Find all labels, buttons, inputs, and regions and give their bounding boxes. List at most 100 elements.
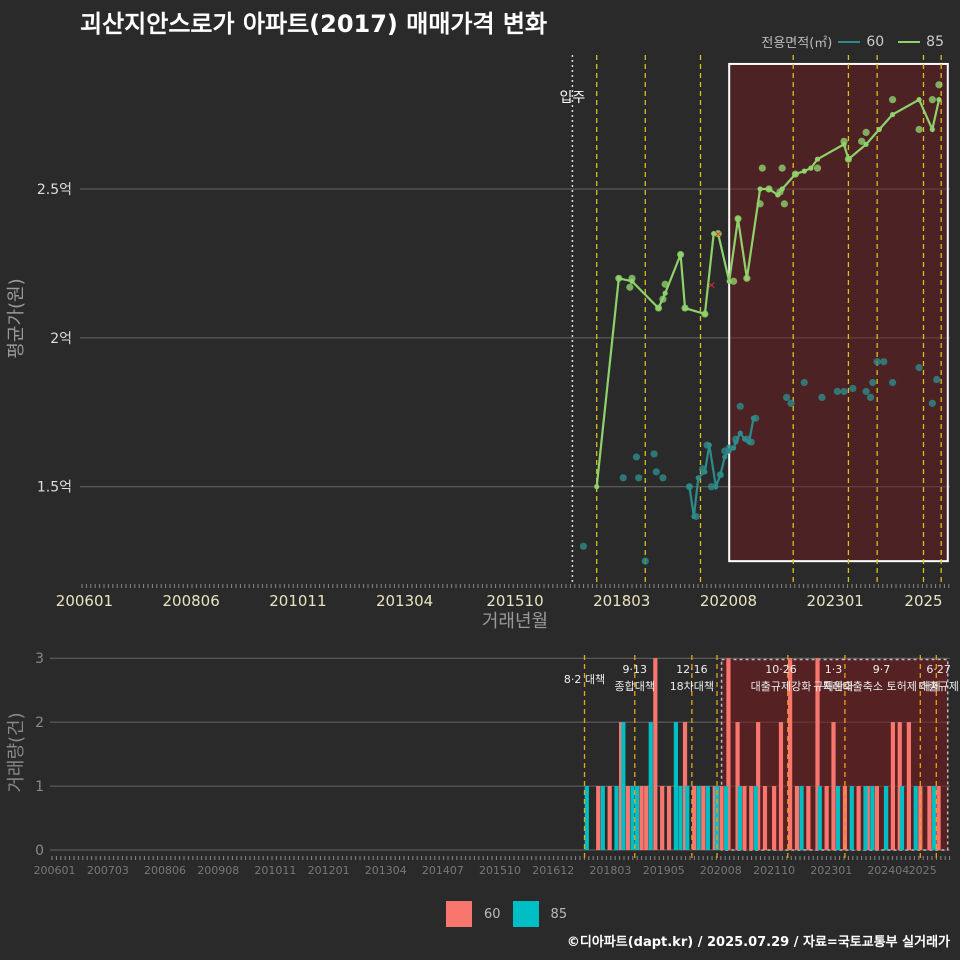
price-x-tick-label: 200806 — [163, 592, 220, 610]
price-point-60 — [707, 483, 716, 491]
price-point-60 — [873, 358, 881, 366]
price-line-marker-85 — [929, 126, 935, 133]
price-line-marker-85 — [766, 186, 772, 192]
price-point-60 — [880, 358, 888, 366]
price-outlier-mark: × — [707, 278, 716, 291]
price-line-marker-85 — [845, 156, 852, 162]
price-x-tick-label: 2025 — [904, 592, 942, 610]
volume-bar-60 — [778, 722, 784, 850]
policy-label: 규제완화 — [813, 680, 853, 693]
price-line-marker-85 — [744, 275, 750, 281]
price-line-marker-85 — [876, 126, 882, 133]
volume-x-tick-label: 200703 — [87, 864, 129, 877]
volume-bar-85 — [724, 786, 729, 850]
volume-bar-60 — [712, 786, 717, 850]
price-line-marker-85 — [814, 156, 821, 162]
price-y-tick-label: 1.5억 — [37, 480, 72, 496]
legend-bottom-label-60: 60 — [484, 906, 501, 922]
volume-bar-60 — [788, 658, 793, 850]
volume-x-tick-label: 201407 — [422, 864, 464, 877]
price-point-60 — [869, 378, 877, 387]
price-point-60 — [736, 402, 744, 410]
volume-x-tick-label: 201803 — [589, 864, 631, 877]
volume-bar-85 — [835, 786, 841, 850]
volume-bar-60 — [815, 658, 820, 850]
volume-bar-60 — [653, 658, 658, 850]
price-line-marker-85 — [735, 216, 741, 222]
price-line-marker-85 — [702, 311, 708, 317]
price-line-marker-85 — [715, 231, 721, 237]
price-line-marker-60 — [746, 439, 752, 445]
volume-x-tick-label: 201510 — [479, 864, 521, 877]
price-point-60 — [632, 453, 641, 461]
volume-bar-60 — [735, 722, 740, 850]
volume-bar-60 — [856, 786, 861, 850]
price-y-axis-title: 평균가(원) — [6, 278, 27, 358]
price-line-marker-60 — [713, 484, 719, 490]
price-line-marker-60 — [691, 513, 697, 520]
volume-bar-60 — [906, 722, 911, 850]
price-y-tick-label: 2.5억 — [37, 182, 72, 198]
volume-bar-60 — [726, 658, 731, 850]
volume-bar-85 — [673, 722, 678, 850]
price-line-marker-85 — [711, 231, 717, 237]
price-point-60 — [840, 387, 848, 396]
price-x-tick-label: 202301 — [807, 592, 864, 610]
price-outlier-mark: × — [714, 228, 723, 241]
volume-bar-85 — [621, 722, 626, 850]
volume-bar-60 — [719, 786, 724, 850]
price-point-60 — [619, 474, 627, 482]
price-point-85 — [626, 283, 634, 291]
price-line-marker-85 — [726, 278, 732, 284]
price-line-marker-85 — [775, 192, 781, 198]
price-line-marker-85 — [757, 186, 763, 192]
volume-bar-60 — [625, 786, 631, 850]
volume-bar-60 — [806, 786, 811, 850]
price-x-axis-title: 거래년월 — [482, 611, 548, 632]
price-point-85 — [858, 137, 866, 145]
price-line-marker-85 — [863, 141, 869, 147]
price-line-marker-85 — [629, 278, 635, 284]
volume-y-tick-label: 3 — [35, 651, 44, 667]
volume-bar-60 — [644, 786, 649, 850]
volume-bar-85 — [849, 786, 854, 850]
policy-label: 8·2 대책 — [564, 673, 605, 686]
price-x-tick-label: 201803 — [593, 592, 650, 610]
price-point-60 — [928, 399, 936, 407]
price-line-marker-60 — [717, 472, 723, 478]
price-line-marker-60 — [731, 445, 737, 451]
legend-label-85: 85 — [926, 33, 944, 50]
volume-bar-85 — [883, 786, 889, 850]
volume-bar-85 — [685, 786, 690, 850]
volume-bar-60 — [890, 722, 895, 850]
volume-bar-60 — [772, 786, 777, 850]
legend-box-85 — [512, 901, 539, 927]
volume-bar-85 — [753, 786, 758, 850]
volume-bar-85 — [584, 786, 589, 850]
volume-bar-60 — [749, 786, 754, 850]
volume-bar-85 — [817, 786, 822, 850]
volume-bar-60 — [618, 722, 624, 850]
price-point-60 — [787, 399, 795, 407]
policy-label: 종합대책 — [615, 680, 655, 693]
volume-bar-60 — [692, 786, 697, 850]
volume-bar-60 — [927, 786, 932, 850]
price-line-marker-60 — [686, 484, 693, 490]
price-line-marker-60 — [695, 475, 701, 481]
footer-credit: ©디아파트(dapt.kr) / 2025.07.29 / 자료=국토교통부 실… — [566, 935, 950, 950]
price-x-tick-label: 201011 — [269, 592, 326, 610]
price-point-60 — [782, 393, 791, 402]
legend-box-60 — [446, 901, 472, 927]
volume-bar-85 — [870, 786, 875, 850]
legend-swatch-85 — [898, 40, 921, 43]
price-line-marker-85 — [662, 290, 668, 296]
price-line-marker-85 — [779, 186, 785, 192]
price-point-60 — [652, 468, 660, 476]
volume-bar-85 — [737, 786, 742, 850]
volume-x-tick-label: 201011 — [254, 864, 296, 877]
price-line-marker-60 — [742, 436, 748, 442]
policy-label: 대출규제강화 — [751, 680, 812, 693]
price-line-marker-85 — [678, 251, 684, 258]
policy-label: 9·7 — [873, 663, 891, 676]
volume-bar-60 — [756, 722, 761, 850]
